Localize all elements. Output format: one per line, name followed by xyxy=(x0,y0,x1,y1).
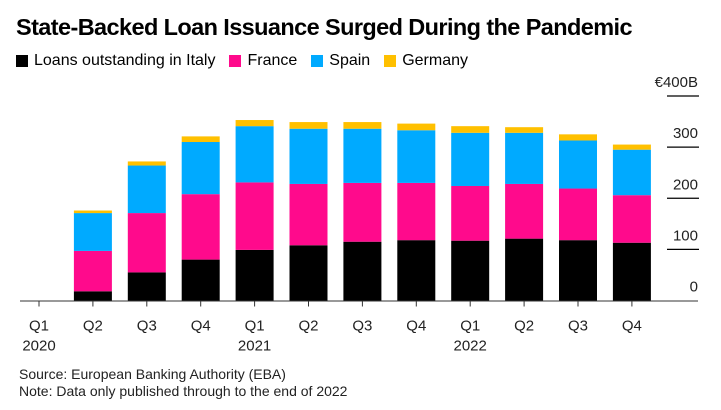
bar-spain-q4-2020 xyxy=(181,142,220,195)
bar-group-q3-2021 xyxy=(343,122,382,301)
bar-loans-outstanding-in-italy-q2-2021 xyxy=(289,245,328,301)
bar-loans-outstanding-in-italy-q3-2020 xyxy=(127,272,166,301)
x-tick-label-quarter: Q2 xyxy=(298,318,318,335)
chart-footer: Source: European Banking Authority (EBA)… xyxy=(19,366,347,400)
bar-germany-q1-2022 xyxy=(451,126,490,133)
source-note: Source: European Banking Authority (EBA) xyxy=(19,366,286,382)
bar-loans-outstanding-in-italy-q4-2020 xyxy=(181,259,220,301)
bar-loans-outstanding-in-italy-q3-2021 xyxy=(343,241,382,301)
legend-item-germany: Germany xyxy=(384,52,468,70)
chart-legend: Loans outstanding in Italy France Spain … xyxy=(16,52,468,70)
data-note: Note: Data only published through to the… xyxy=(19,383,348,399)
bar-germany-q2-2021 xyxy=(289,122,328,129)
bar-loans-outstanding-in-italy-q1-2022 xyxy=(451,240,490,301)
bar-germany-q3-2022 xyxy=(559,134,597,141)
bar-spain-q2-2021 xyxy=(289,128,328,184)
bar-france-q2-2020 xyxy=(73,250,112,292)
legend-label-italy: Loans outstanding in Italy xyxy=(34,52,216,69)
x-tick-label-year: 2021 xyxy=(238,338,271,355)
chart-title: State-Backed Loan Issuance Surged During… xyxy=(16,14,633,40)
bar-group-q4-2020 xyxy=(181,136,220,301)
y-axis-labels: 0 100 200 300 €400B xyxy=(655,74,698,296)
bar-group-q1-2021 xyxy=(235,120,274,301)
legend-item-france: France xyxy=(229,52,297,70)
y-gridlines xyxy=(667,95,699,250)
bar-germany-q4-2022 xyxy=(612,144,651,150)
x-tick-label-quarter: Q1 xyxy=(29,318,49,335)
x-tick-label-quarter: Q4 xyxy=(191,318,211,335)
bar-france-q3-2020 xyxy=(127,213,166,273)
x-tick-label-quarter: Q2 xyxy=(83,318,103,335)
bar-france-q4-2021 xyxy=(397,182,436,241)
x-tick-label-quarter: Q3 xyxy=(352,318,372,335)
bar-france-q3-2022 xyxy=(559,188,597,241)
bar-loans-outstanding-in-italy-q2-2022 xyxy=(505,238,544,301)
bar-germany-q4-2021 xyxy=(397,123,436,131)
bar-germany-q2-2020 xyxy=(73,210,112,214)
y-tick-label-300: 300 xyxy=(673,125,698,142)
bar-spain-q3-2020 xyxy=(127,165,166,214)
bar-france-q2-2022 xyxy=(505,183,544,239)
legend-item-italy: Loans outstanding in Italy xyxy=(16,52,215,70)
legend-swatch-spain xyxy=(311,55,324,67)
x-tick-label-quarter: Q1 xyxy=(460,318,480,335)
bar-spain-q4-2022 xyxy=(612,149,651,196)
y-tick-label-400: €400B xyxy=(655,74,698,91)
bar-loans-outstanding-in-italy-q4-2022 xyxy=(612,242,651,301)
bar-loans-outstanding-in-italy-q3-2022 xyxy=(559,240,597,301)
x-tick-label-quarter: Q2 xyxy=(514,318,534,335)
x-axis-ticks: Q1 2020 Q2 Q3 Q4 Q1 2021 Q2 Q3 Q4 Q1 2022 Q2 Q3 Q4 xyxy=(22,301,642,355)
legend-swatch-italy xyxy=(16,55,28,67)
bar-group-q3-2020 xyxy=(127,161,166,301)
x-tick-label-year: 2020 xyxy=(22,338,55,355)
y-tick-label-0: 0 xyxy=(690,279,698,296)
bar-france-q1-2021 xyxy=(235,182,274,250)
bar-germany-q2-2022 xyxy=(505,127,544,133)
legend-label-spain: Spain xyxy=(329,52,371,69)
bar-loans-outstanding-in-italy-q2-2020 xyxy=(73,291,112,301)
legend-item-spain: Spain xyxy=(311,52,370,70)
bar-france-q3-2021 xyxy=(343,182,382,242)
bar-group-q2-2021 xyxy=(289,122,328,301)
bar-group-q4-2022 xyxy=(612,144,651,301)
legend-label-france: France xyxy=(247,52,298,69)
bar-spain-q1-2022 xyxy=(451,132,490,186)
bar-france-q4-2020 xyxy=(181,194,220,260)
bar-germany-q4-2020 xyxy=(181,136,220,143)
bar-spain-q4-2021 xyxy=(397,130,436,183)
bar-france-q2-2021 xyxy=(289,183,328,246)
bar-group-q1-2022 xyxy=(451,126,490,301)
x-tick-label-quarter: Q3 xyxy=(568,318,588,335)
bar-spain-q3-2022 xyxy=(559,140,597,189)
bar-spain-q3-2021 xyxy=(343,128,382,183)
bar-group-q2-2020 xyxy=(73,210,112,301)
x-tick-label-year: 2022 xyxy=(454,338,487,355)
x-tick-label-quarter: Q3 xyxy=(137,318,157,335)
y-tick-label-100: 100 xyxy=(673,227,698,244)
x-tick-label-quarter: Q4 xyxy=(622,318,642,335)
bar-loans-outstanding-in-italy-q1-2021 xyxy=(235,249,274,301)
bar-loans-outstanding-in-italy-q4-2021 xyxy=(397,240,436,301)
bar-germany-q1-2021 xyxy=(235,120,274,127)
x-tick-label-quarter: Q4 xyxy=(406,318,426,335)
bar-spain-q1-2021 xyxy=(235,126,274,183)
bar-france-q4-2022 xyxy=(612,195,651,243)
bar-spain-q2-2022 xyxy=(505,132,544,184)
bar-group-q2-2022 xyxy=(505,127,544,301)
bar-group-q3-2022 xyxy=(559,134,597,301)
bar-germany-q3-2020 xyxy=(127,161,166,166)
legend-swatch-germany xyxy=(384,55,397,67)
bar-spain-q2-2020 xyxy=(73,213,112,251)
bar-france-q1-2022 xyxy=(451,185,490,241)
bars xyxy=(73,120,651,301)
bar-germany-q3-2021 xyxy=(343,122,382,129)
y-tick-label-200: 200 xyxy=(673,176,698,193)
legend-swatch-france xyxy=(229,55,242,67)
legend-label-germany: Germany xyxy=(402,52,468,69)
bar-group-q4-2021 xyxy=(397,123,436,301)
x-tick-label-quarter: Q1 xyxy=(245,318,265,335)
